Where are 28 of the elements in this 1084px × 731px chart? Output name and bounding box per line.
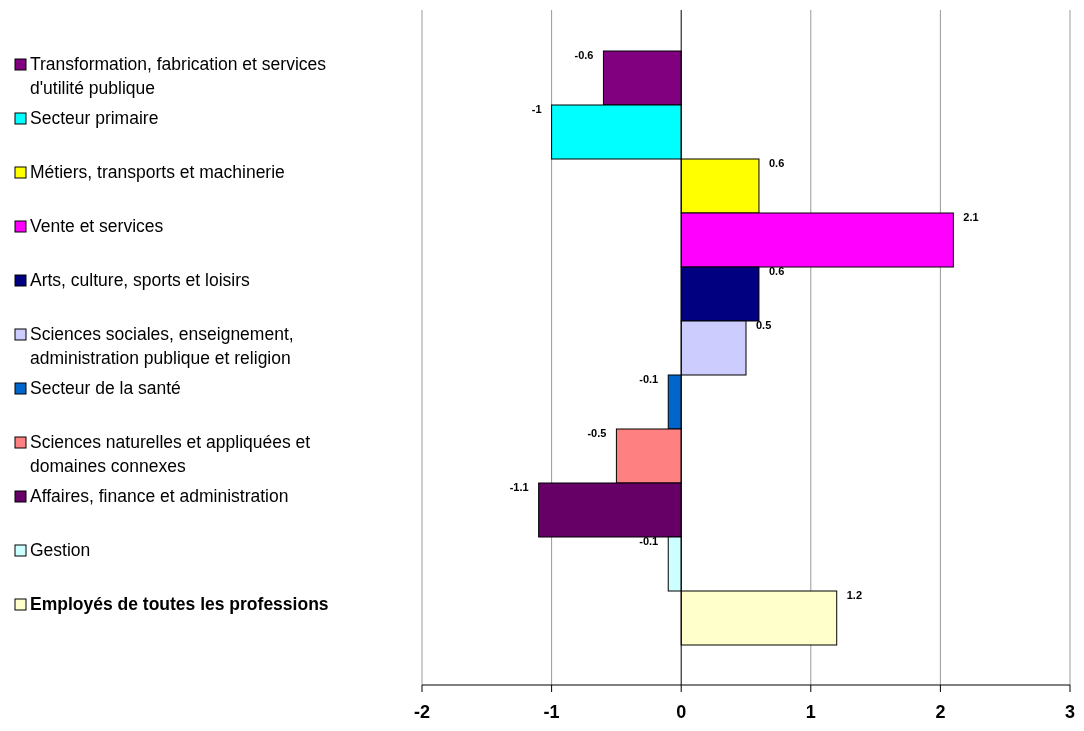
data-label: 0.6: [768, 157, 785, 169]
data-label: 2.1: [963, 211, 979, 223]
y-tick-label: Affaires, finance et administration: [30, 486, 289, 506]
data-label: -0.6: [574, 49, 594, 61]
y-tick-label: Arts, culture, sports et loisirs: [30, 270, 251, 290]
y-tick-label: Secteur primaire: [30, 108, 159, 128]
x-tick-label: 2: [935, 702, 946, 722]
data-label: 0.5: [756, 319, 772, 331]
y-tick-label: Employés de toutes les professions: [30, 594, 329, 614]
x-tick-label: 3: [1064, 702, 1076, 722]
data-label: -1: [531, 103, 542, 115]
data-label: -0.1: [639, 373, 659, 385]
y-tick-label: Sciences sociales, enseignement, administration publique et religion: [30, 324, 294, 368]
data-label: 0.6: [768, 265, 785, 277]
x-tick-label: -2: [413, 702, 431, 722]
y-tick-label: Métiers, transports et machinerie: [30, 162, 285, 182]
x-tick-label: -1: [543, 702, 560, 722]
data-label: 1.2: [846, 589, 863, 601]
y-tick-label: Gestion: [30, 540, 91, 560]
y-tick-label: Secteur de la santé: [30, 378, 181, 398]
data-label: -0.1: [639, 535, 659, 547]
y-tick-label: Transformation, fabrication et services d'utilité publique: [30, 54, 327, 98]
y-tick-label: Sciences naturelles et appliquées et domaines connexes: [30, 432, 311, 476]
x-tick-label: 0: [676, 702, 687, 722]
y-tick-label: Vente et services: [30, 216, 164, 236]
x-tick-label: 1: [805, 702, 816, 722]
data-label: -0.5: [587, 427, 607, 439]
data-label: -1.1: [509, 481, 529, 493]
